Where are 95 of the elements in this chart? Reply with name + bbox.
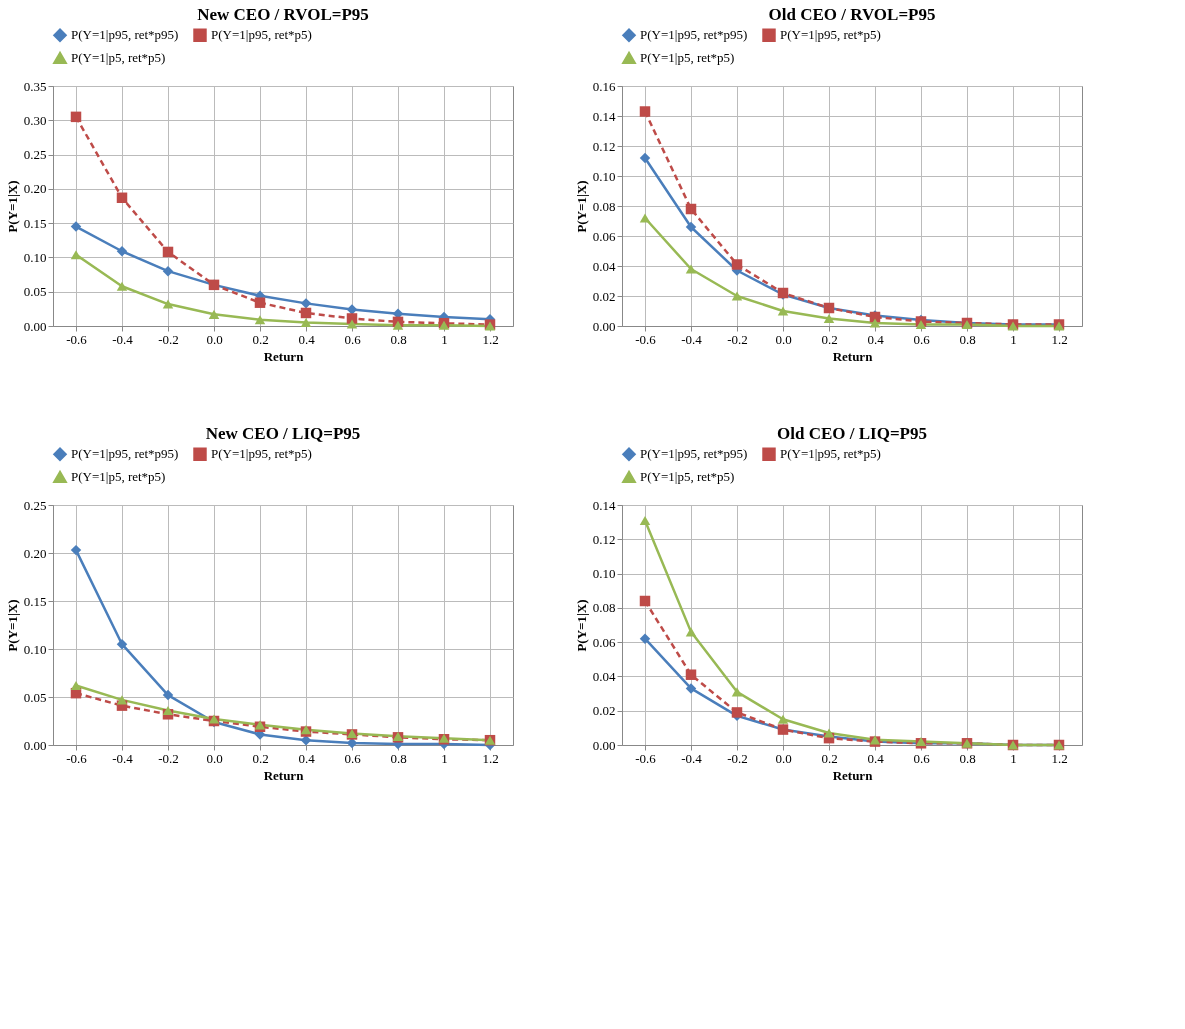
x-tick-label: -0.2 [727, 750, 748, 766]
legend-label: P(Y=1|p5, ret*p5) [71, 469, 166, 484]
y-tick-label: 0.06 [592, 634, 616, 650]
x-axis-title: Return [263, 767, 305, 783]
x-tick-label: -0.4 [681, 750, 703, 766]
y-tick-label: 0.20 [23, 545, 47, 561]
x-tick-label: 0.6 [913, 331, 931, 347]
legend-label: P(Y=1|p5, ret*p5) [640, 469, 735, 484]
x-axis-title: Return [832, 348, 874, 364]
y-tick-label: 0.04 [592, 258, 616, 274]
x-tick-label: 1 [441, 331, 448, 347]
y-tick-label: 0.10 [592, 566, 616, 582]
legend-label: P(Y=1|p95, ret*p5) [780, 27, 881, 43]
chart-title: New CEO / RVOL=P95 [197, 5, 369, 24]
x-tick-label: 1 [1010, 331, 1017, 347]
y-tick-label: 0.05 [23, 284, 47, 300]
y-axis-title: P(Y=1|X) [4, 180, 20, 233]
y-tick-label: 0.00 [23, 737, 47, 753]
x-axis-title: Return [263, 348, 305, 364]
x-tick-label: 0.4 [867, 331, 885, 347]
y-tick-label: 0.06 [592, 228, 616, 244]
x-tick-label: 1.2 [482, 750, 499, 766]
y-axis-title: P(Y=1|X) [4, 599, 20, 652]
x-tick-label: 1.2 [482, 331, 499, 347]
x-tick-label: 0.6 [344, 331, 362, 347]
x-tick-label: 0.8 [390, 750, 407, 766]
y-tick-label: 0.25 [23, 147, 47, 163]
y-tick-label: 0.20 [23, 181, 47, 197]
y-tick-label: 0.35 [23, 78, 47, 94]
y-tick-label: 0.04 [592, 668, 616, 684]
y-tick-label: 0.25 [23, 497, 47, 513]
x-tick-label: -0.6 [635, 331, 657, 347]
chart-title: Old CEO / LIQ=P95 [777, 424, 927, 443]
x-axis-title: Return [832, 767, 874, 783]
x-tick-label: 0.4 [867, 750, 885, 766]
x-tick-label: 0.6 [913, 750, 931, 766]
y-tick-label: 0.14 [592, 497, 616, 513]
x-tick-label: 0.2 [252, 750, 269, 766]
legend-label: P(Y=1|p95, ret*p5) [780, 446, 881, 462]
x-tick-label: 1.2 [1051, 750, 1068, 766]
x-tick-label: -0.2 [158, 750, 179, 766]
y-tick-label: 0.12 [592, 531, 616, 547]
x-tick-label: 0.0 [775, 331, 792, 347]
y-tick-label: 0.08 [592, 600, 616, 616]
y-tick-label: 0.02 [592, 703, 616, 719]
legend-label: P(Y=1|p95, ret*p95) [640, 446, 748, 462]
x-tick-label: -0.4 [112, 750, 134, 766]
legend-label: P(Y=1|p95, ret*p95) [71, 446, 179, 462]
y-tick-label: 0.08 [592, 198, 616, 214]
y-tick-label: 0.15 [23, 593, 47, 609]
y-tick-label: 0.12 [592, 138, 616, 154]
x-tick-label: 0.0 [775, 750, 792, 766]
x-tick-label: 0.2 [821, 331, 838, 347]
x-tick-label: 1.2 [1051, 331, 1068, 347]
legend-label: P(Y=1|p95, ret*p5) [211, 27, 312, 43]
y-tick-label: 0.02 [592, 288, 616, 304]
x-tick-label: 0.8 [959, 750, 976, 766]
x-tick-label: -0.2 [158, 331, 179, 347]
y-tick-label: 0.16 [592, 78, 616, 94]
y-tick-label: 0.10 [23, 641, 47, 657]
y-tick-label: 0.05 [23, 689, 47, 705]
x-tick-label: 0.2 [252, 331, 269, 347]
x-tick-label: -0.4 [681, 331, 703, 347]
x-tick-label: 0.0 [206, 331, 223, 347]
x-tick-label: -0.6 [635, 750, 657, 766]
x-tick-label: -0.6 [66, 331, 88, 347]
x-tick-label: -0.6 [66, 750, 88, 766]
y-tick-label: 0.10 [592, 168, 616, 184]
y-tick-label: 0.14 [592, 108, 616, 124]
y-tick-label: 0.30 [23, 112, 47, 128]
x-tick-label: 0.6 [344, 750, 362, 766]
legend-label: P(Y=1|p5, ret*p5) [71, 50, 166, 65]
x-tick-label: 0.0 [206, 750, 223, 766]
x-tick-label: 0.8 [959, 331, 976, 347]
x-tick-label: 1 [441, 750, 448, 766]
y-tick-label: 0.15 [23, 215, 47, 231]
legend-label: P(Y=1|p5, ret*p5) [640, 50, 735, 65]
y-tick-label: 0.00 [592, 318, 616, 334]
y-tick-label: 0.00 [23, 318, 47, 334]
x-tick-label: 0.8 [390, 331, 407, 347]
y-tick-label: 0.10 [23, 249, 47, 265]
legend-label: P(Y=1|p95, ret*p5) [211, 446, 312, 462]
x-tick-label: 0.4 [298, 331, 316, 347]
legend-label: P(Y=1|p95, ret*p95) [640, 27, 748, 43]
x-tick-label: 1 [1010, 750, 1017, 766]
x-tick-label: 0.4 [298, 750, 316, 766]
x-tick-label: -0.4 [112, 331, 134, 347]
y-axis-title: P(Y=1|X) [573, 180, 589, 233]
x-tick-label: 0.2 [821, 750, 838, 766]
chart-title: Old CEO / RVOL=P95 [768, 5, 936, 24]
x-tick-label: -0.2 [727, 331, 748, 347]
y-axis-title: P(Y=1|X) [573, 599, 589, 652]
y-tick-label: 0.00 [592, 737, 616, 753]
chart-title: New CEO / LIQ=P95 [205, 424, 361, 443]
legend-label: P(Y=1|p95, ret*p95) [71, 27, 179, 43]
